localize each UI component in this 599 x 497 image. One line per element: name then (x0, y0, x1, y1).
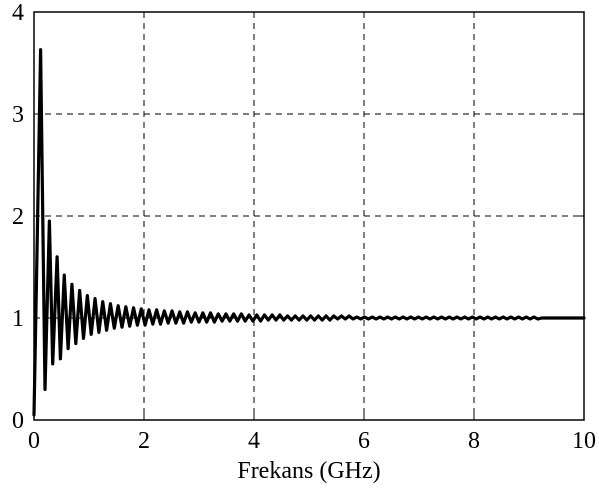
x-tick-label: 0 (28, 428, 40, 454)
x-axis-title: Frekans (GHz) (237, 458, 380, 484)
x-tick-label: 8 (468, 428, 480, 454)
y-tick-label: 4 (12, 0, 24, 26)
x-tick-label: 4 (248, 428, 260, 454)
series-layer (32, 48, 586, 417)
grid (34, 12, 584, 420)
y-tick-label: 2 (12, 204, 24, 230)
y-tick-label: 0 (12, 408, 24, 434)
y-tick-label: 1 (12, 306, 24, 332)
series-line (32, 48, 586, 417)
x-tick-label: 10 (572, 428, 596, 454)
x-tick-label: 2 (138, 428, 150, 454)
y-tick-label: 3 (12, 102, 24, 128)
ticks: 0 2 4 6 8 10 0 1 2 3 4 (12, 0, 596, 454)
x-tick-label: 6 (358, 428, 370, 454)
